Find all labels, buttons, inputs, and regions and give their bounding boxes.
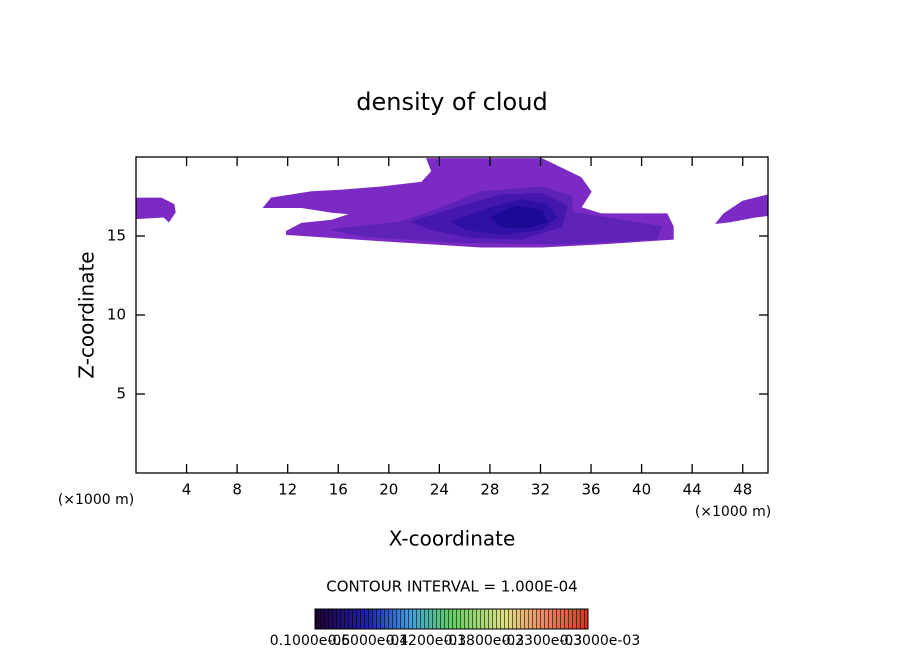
x-tick-label: 36	[581, 481, 600, 499]
contour-region	[715, 194, 769, 224]
x-tick-label: 20	[379, 481, 398, 499]
x-tick-label: 44	[683, 481, 702, 499]
x-tick-label: 4	[182, 481, 192, 499]
contour-region	[135, 197, 176, 223]
contour-region	[490, 205, 548, 229]
y-tick-label: 10	[107, 306, 126, 324]
x-tick-label: 40	[632, 481, 651, 499]
y-axis-label: Z-coordinate	[75, 251, 99, 378]
colorbar-label: 0.1800e-03	[444, 633, 524, 649]
colorbar-label: 0.2300e-03	[502, 633, 582, 649]
x-tick-label: 24	[430, 481, 449, 499]
y-tick-label: 5	[116, 385, 126, 403]
x-axis-label: X-coordinate	[389, 527, 516, 551]
y-tick-label: 15	[107, 227, 126, 245]
contour-interval: CONTOUR INTERVAL = 1.000E-04	[326, 578, 577, 596]
x-tick-label: 32	[531, 481, 550, 499]
colorbar-label: 0.3000e-03	[560, 633, 640, 649]
colorbar-label: 0.6000e-04	[328, 633, 409, 649]
x-tick-label: 8	[232, 481, 242, 499]
y-unit: (×1000 m)	[58, 492, 134, 508]
x-tick-label: 28	[480, 481, 499, 499]
x-unit: (×1000 m)	[695, 504, 771, 520]
x-tick-label: 48	[733, 481, 752, 499]
chart-title: density of cloud	[356, 88, 547, 116]
colorbar-frame	[314, 608, 589, 630]
x-tick-label: 12	[278, 481, 297, 499]
x-tick-label: 16	[329, 481, 348, 499]
colorbar-label: 0.1000e-05	[270, 633, 350, 649]
colorbar-label: 0.1200e-03	[386, 633, 466, 649]
